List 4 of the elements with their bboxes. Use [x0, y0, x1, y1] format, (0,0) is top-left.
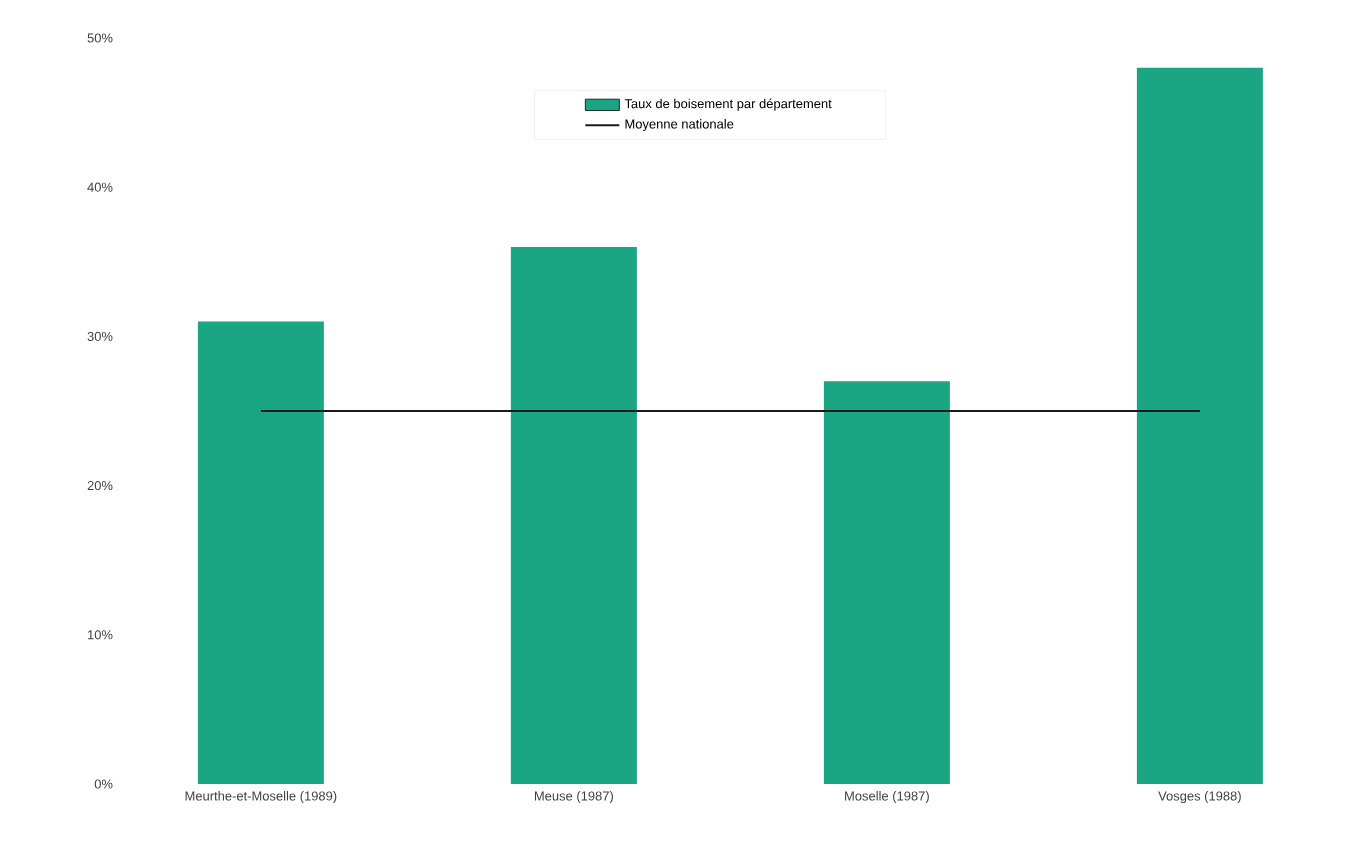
bar: [1136, 67, 1263, 784]
bar: [510, 246, 637, 784]
bar: [823, 381, 950, 784]
bar: [197, 321, 324, 784]
